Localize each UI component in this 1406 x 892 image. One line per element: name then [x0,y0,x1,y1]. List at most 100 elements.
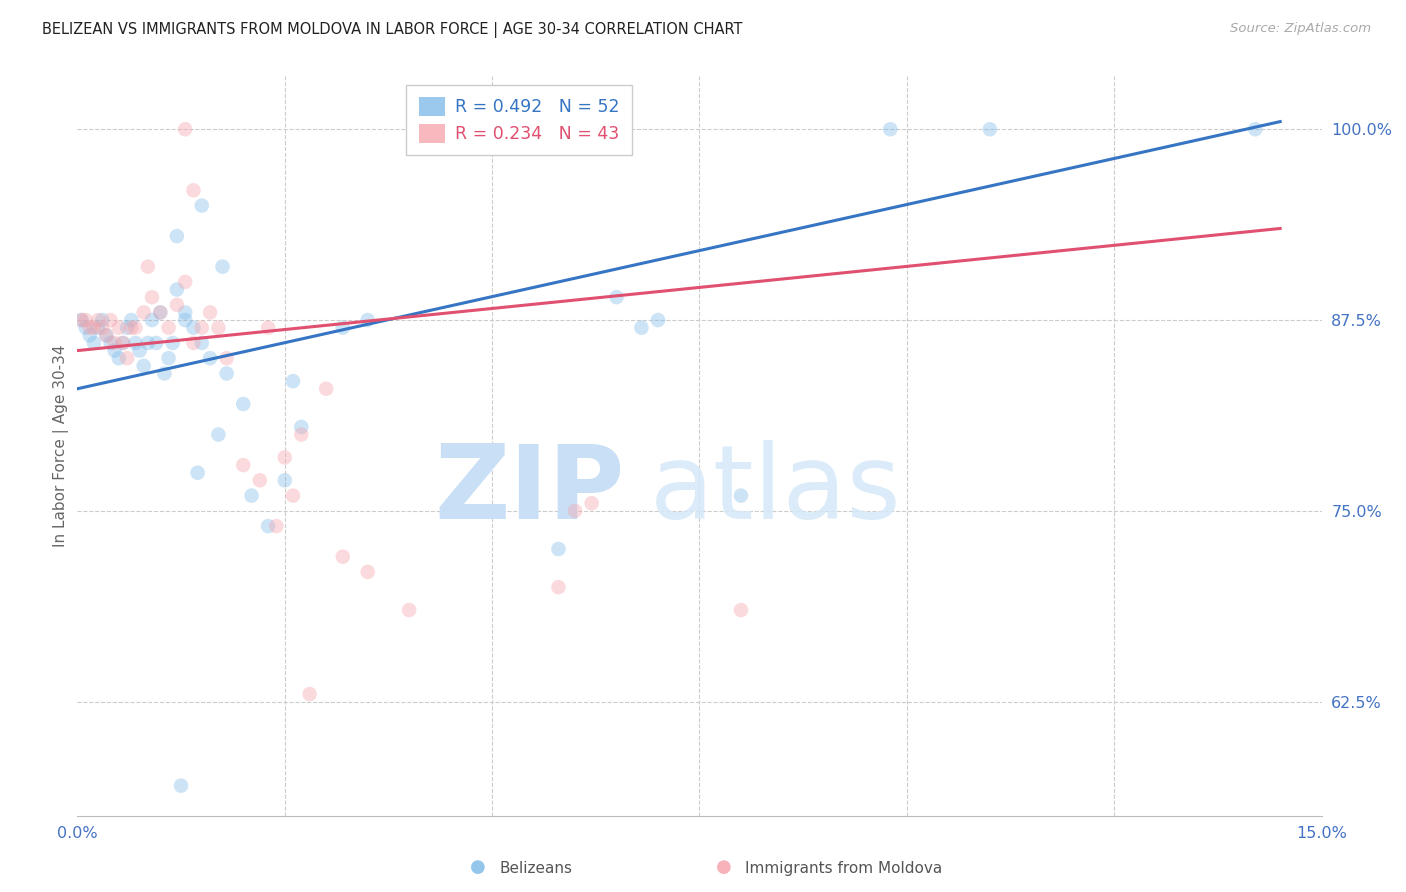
Point [157,320,180,334]
Point [153,367,176,381]
Point [606,290,628,304]
Point [211,260,233,274]
Point [124,335,146,350]
Point [149,305,172,319]
Point [257,320,280,334]
Point [79,328,101,343]
Point [357,313,380,327]
Point [120,320,142,334]
Point [198,351,221,366]
Point [136,335,159,350]
Point [257,519,280,533]
Point [70,313,93,327]
Point [215,351,238,366]
Text: ●: ● [716,858,733,876]
Point [298,687,321,701]
Point [290,420,312,434]
Point [357,565,380,579]
Point [145,335,167,350]
Point [120,313,142,327]
Point [166,229,188,244]
Point [87,313,110,327]
Point [70,313,93,327]
Point [75,313,97,327]
Point [111,335,134,350]
Point [198,305,221,319]
Point [281,374,304,388]
Point [879,122,901,136]
Text: Belizeans: Belizeans [499,861,572,876]
Point [141,290,163,304]
Point [157,351,180,366]
Point [166,298,188,312]
Point [136,260,159,274]
Text: ZIP: ZIP [434,440,624,541]
Point [91,313,114,327]
Point [87,320,110,334]
Point [91,320,114,334]
Point [115,351,138,366]
Y-axis label: In Labor Force | Age 30-34: In Labor Force | Age 30-34 [53,344,69,548]
Point [96,328,118,343]
Point [315,382,337,396]
Point [266,519,288,533]
Point [104,343,127,358]
Point [108,320,129,334]
Point [187,466,209,480]
Point [1244,122,1267,136]
Point [647,313,669,327]
Point [141,313,163,327]
Point [174,122,197,136]
Point [132,359,155,373]
Point [730,603,752,617]
Point [564,504,586,518]
Point [547,542,569,557]
Point [174,313,197,327]
Point [274,450,297,465]
Point [232,458,254,472]
Point [104,335,127,350]
Point [174,275,197,289]
Point [170,779,193,793]
Point [166,283,188,297]
Point [149,305,172,319]
Point [132,305,155,319]
Point [191,198,214,212]
Point [581,496,603,510]
Point [240,489,263,503]
Point [183,183,205,197]
Point [398,603,420,617]
Point [108,351,129,366]
Text: Source: ZipAtlas.com: Source: ZipAtlas.com [1230,22,1371,36]
Point [630,320,652,334]
Point [207,320,229,334]
Point [191,335,214,350]
Point [162,335,184,350]
Point [332,549,354,564]
Text: Immigrants from Moldova: Immigrants from Moldova [745,861,942,876]
Point [83,320,105,334]
Text: atlas: atlas [650,440,901,541]
Point [249,474,271,488]
Point [547,580,569,594]
Point [79,320,101,334]
Point [730,489,752,503]
Point [100,313,122,327]
Point [215,367,238,381]
Point [83,335,105,350]
Text: BELIZEAN VS IMMIGRANTS FROM MOLDOVA IN LABOR FORCE | AGE 30-34 CORRELATION CHART: BELIZEAN VS IMMIGRANTS FROM MOLDOVA IN L… [42,22,742,38]
Point [979,122,1001,136]
Point [207,427,229,442]
Point [281,489,304,503]
Point [290,427,312,442]
Point [232,397,254,411]
Legend: R = 0.492   N = 52, R = 0.234   N = 43: R = 0.492 N = 52, R = 0.234 N = 43 [406,85,631,155]
Text: ●: ● [470,858,486,876]
Point [115,320,138,334]
Point [96,328,118,343]
Point [274,474,297,488]
Point [183,335,205,350]
Point [183,320,205,334]
Point [332,320,354,334]
Point [124,320,146,334]
